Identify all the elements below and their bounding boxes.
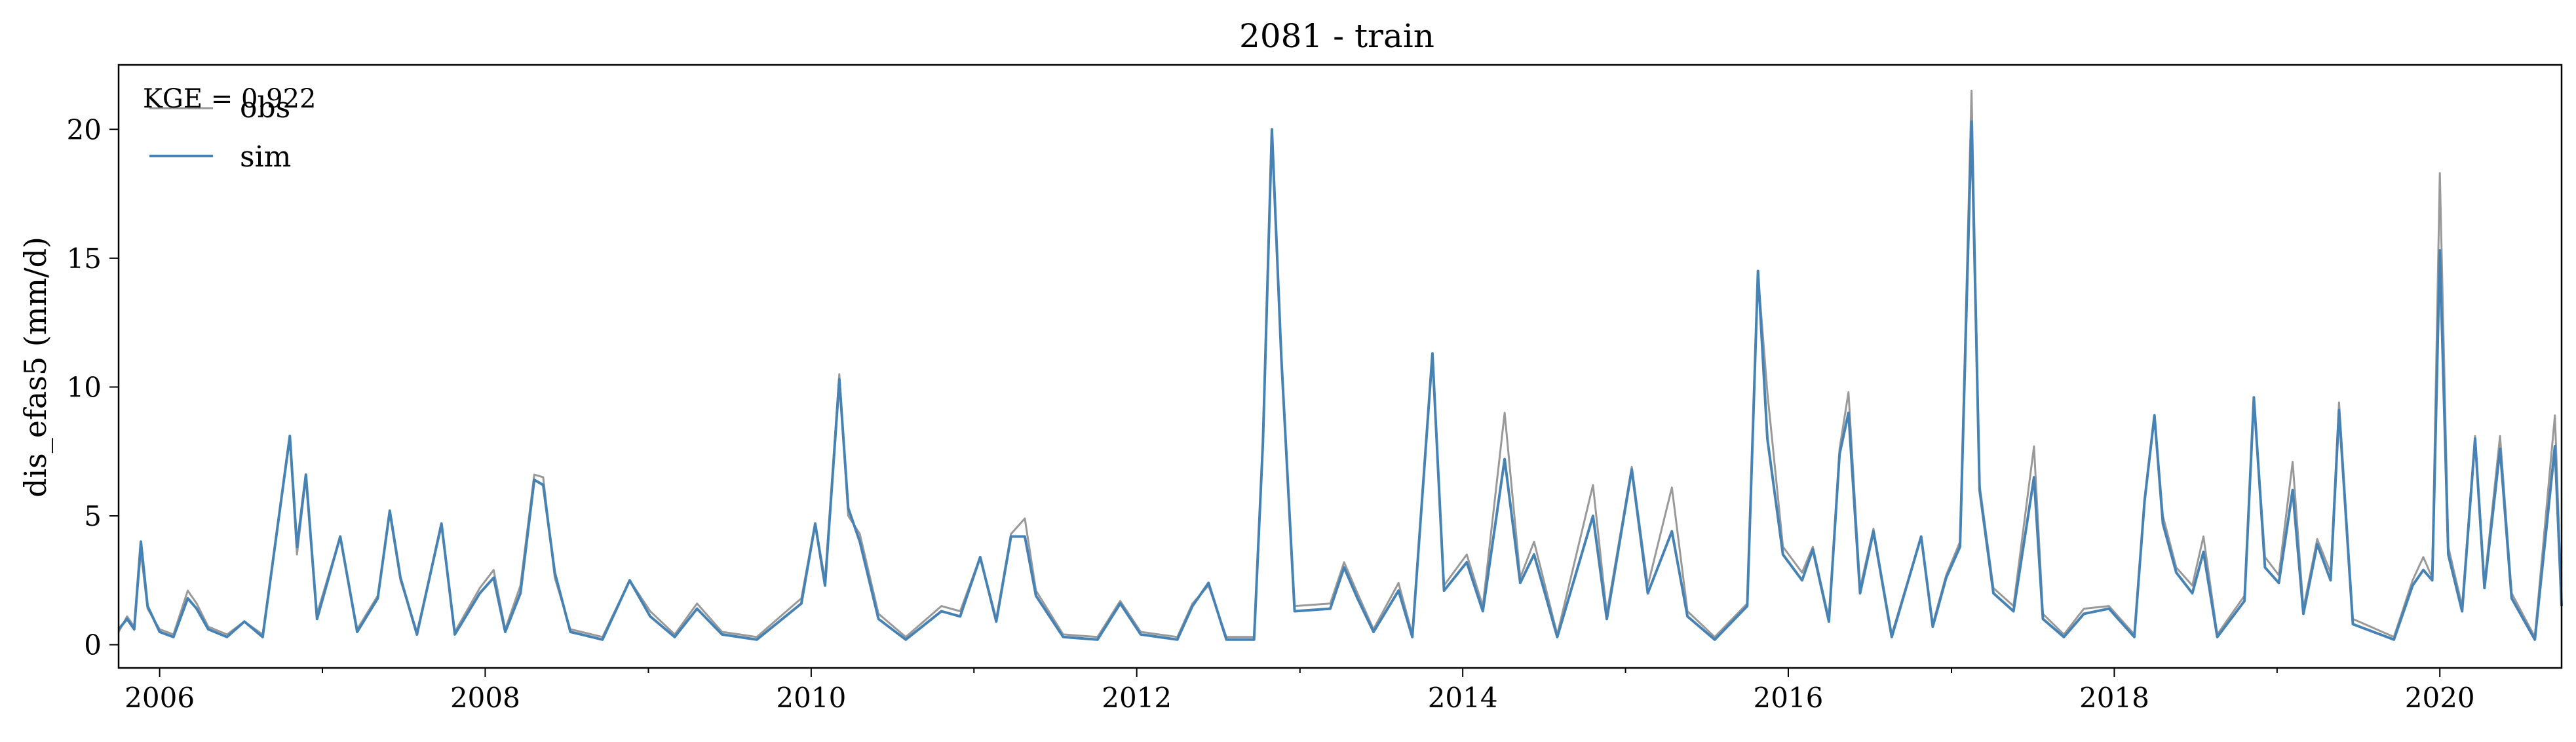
- x-tick-label: 2016: [1753, 682, 1823, 714]
- y-axis: 0 5 10 15 20: [67, 113, 119, 661]
- chart-title: 2081 - train: [1239, 17, 1434, 55]
- x-tick-label: 2012: [1102, 682, 1172, 714]
- series-line-obs: [117, 89, 2563, 638]
- legend-obs-label: obs: [240, 91, 290, 125]
- plot-frame: [117, 64, 2563, 669]
- x-axis: 2006 2008 2010 2012 2014 2016 2018 2020: [125, 668, 2475, 714]
- x-tick-label: 2014: [1428, 682, 1498, 714]
- kge-annotation: KGE = 0.922: [143, 84, 317, 114]
- x-tick-label: 2018: [2079, 682, 2149, 714]
- legend: obs sim: [149, 91, 291, 174]
- y-tick-label: 15: [67, 243, 102, 275]
- y-tick-label: 20: [67, 113, 102, 146]
- y-axis-label: dis_efas5 (mm/d): [18, 237, 53, 498]
- series-line-sim: [117, 120, 2563, 641]
- series-layer: [117, 89, 2563, 641]
- x-tick-label: 2008: [450, 682, 520, 714]
- x-tick-label: 2020: [2405, 682, 2475, 714]
- x-tick-label: 2006: [125, 682, 195, 714]
- y-tick-label: 10: [67, 371, 102, 403]
- y-tick-label: 0: [84, 629, 102, 661]
- legend-sim-label: sim: [240, 140, 291, 174]
- x-tick-label: 2010: [776, 682, 846, 714]
- y-tick-label: 5: [84, 500, 102, 532]
